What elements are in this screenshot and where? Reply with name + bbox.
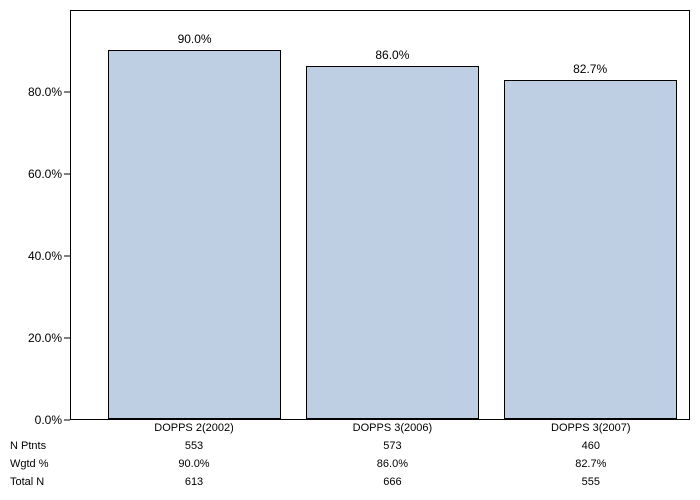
row-header: N Ptnts xyxy=(10,440,46,452)
bars-group: 90.0% 86.0% 82.7% xyxy=(71,11,689,419)
bar xyxy=(504,80,677,419)
y-tick-label: 0.0% xyxy=(35,413,62,427)
row-cell: 555 xyxy=(582,476,600,488)
row-cell: 553 xyxy=(185,440,203,452)
bar xyxy=(108,50,281,419)
y-tick-label: 80.0% xyxy=(28,85,62,99)
table-row: Wgtd % 90.0% 86.0% 82.7% xyxy=(0,458,700,476)
y-tick-label: 60.0% xyxy=(28,167,62,181)
row-cell: 90.0% xyxy=(178,458,209,470)
table-row: N Ptnts 553 573 460 xyxy=(0,440,700,458)
x-axis-labels: DOPPS 2(2002) DOPPS 3(2006) DOPPS 3(2007) xyxy=(70,422,690,440)
row-header: Wgtd % xyxy=(10,458,49,470)
bar xyxy=(306,66,479,419)
chart-border: 90.0% 86.0% 82.7% xyxy=(70,10,690,420)
bar-value-label: 82.7% xyxy=(573,62,607,76)
y-axis: 0.0%20.0%40.0%60.0%80.0% xyxy=(0,10,70,420)
bar-value-label: 90.0% xyxy=(178,32,212,46)
x-category-label: DOPPS 2(2002) xyxy=(154,422,233,434)
x-category-label: DOPPS 3(2007) xyxy=(551,422,630,434)
row-cell: 86.0% xyxy=(377,458,408,470)
y-tick-label: 20.0% xyxy=(28,331,62,345)
plot-area: 90.0% 86.0% 82.7% xyxy=(71,11,689,419)
row-cell: 666 xyxy=(383,476,401,488)
row-cell: 573 xyxy=(383,440,401,452)
bar-value-label: 86.0% xyxy=(375,48,409,62)
row-cell: 460 xyxy=(582,440,600,452)
y-tick-label: 40.0% xyxy=(28,249,62,263)
x-category-label: DOPPS 3(2006) xyxy=(353,422,432,434)
row-cell: 82.7% xyxy=(575,458,606,470)
row-header: Total N xyxy=(10,476,44,488)
row-cell: 613 xyxy=(185,476,203,488)
table-row: Total N 613 666 555 xyxy=(0,476,700,494)
